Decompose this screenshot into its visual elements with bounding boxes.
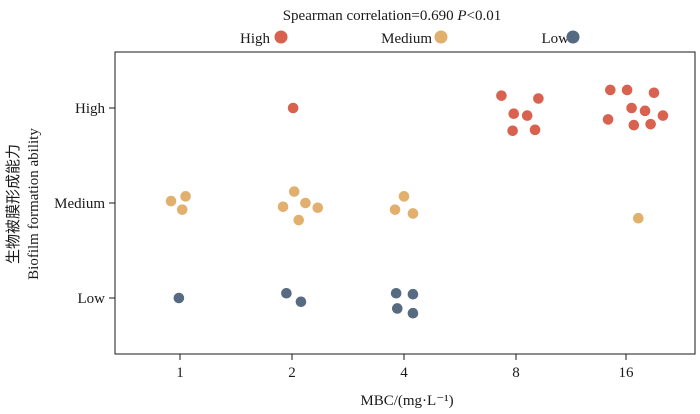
data-point [626, 102, 637, 114]
data-point [496, 90, 507, 101]
data-point [621, 84, 633, 96]
data-point [390, 287, 402, 299]
data-point [312, 202, 324, 214]
x-tick-label: 2 [288, 365, 296, 381]
data-point [281, 287, 292, 299]
data-point [295, 296, 307, 308]
data-point [407, 208, 419, 219]
data-point [645, 118, 656, 130]
data-point [173, 292, 185, 304]
data-point [288, 186, 300, 197]
data-point [648, 87, 660, 99]
x-tick-label: 16 [619, 365, 635, 381]
data-point [277, 201, 289, 213]
data-point [176, 204, 188, 215]
data-point [165, 195, 177, 207]
data-point [605, 84, 616, 96]
chart-title: Spearman correlation=0.690 P<0.01 [283, 8, 502, 24]
data-points [165, 84, 669, 319]
y-axis-label-en: Biofilm formation ability [26, 128, 42, 280]
data-point [407, 288, 419, 300]
data-point [293, 214, 305, 226]
legend-swatch [274, 30, 288, 44]
x-tick-label: 1 [176, 365, 184, 381]
data-point [407, 307, 419, 319]
legend-label: High [240, 31, 271, 47]
x-tick-label: 8 [512, 365, 520, 381]
chart-title-prefix: Spearman correlation=0.690 [283, 8, 458, 24]
y-tick-label: High [75, 101, 106, 117]
legend-swatch [434, 30, 448, 44]
y-tick-label: Low [78, 291, 106, 307]
data-point [633, 212, 644, 224]
data-point [389, 204, 401, 215]
chart-title-suffix: <0.01 [467, 8, 502, 24]
y-axis-label-cn: 生物被膜形成能力 [5, 144, 22, 264]
data-point [533, 93, 544, 104]
data-point [639, 105, 651, 117]
y-tick-label: Medium [54, 196, 105, 212]
y-axis-ticks: Low Medium High [54, 101, 115, 307]
x-tick-label: 4 [400, 365, 408, 381]
x-axis-ticks: 1 2 4 8 16 [176, 354, 634, 381]
data-point [180, 191, 191, 202]
data-point [287, 102, 299, 114]
data-point [602, 114, 614, 125]
data-point [628, 119, 640, 131]
x-axis-label: MBC/(mg·L⁻¹) [360, 393, 453, 409]
data-point [391, 303, 403, 314]
data-point [657, 110, 669, 121]
legend-swatch [566, 30, 580, 44]
legend-label: Medium [381, 31, 432, 47]
chart-title-p: P [456, 8, 466, 24]
data-point [300, 197, 311, 209]
legend-label: Low [542, 31, 570, 47]
data-point [529, 124, 541, 136]
data-point [508, 108, 520, 119]
plot-frame [114, 51, 696, 355]
data-point [507, 125, 518, 137]
legend: High Medium Low [240, 30, 580, 47]
data-point [521, 110, 533, 121]
data-point [398, 191, 410, 202]
